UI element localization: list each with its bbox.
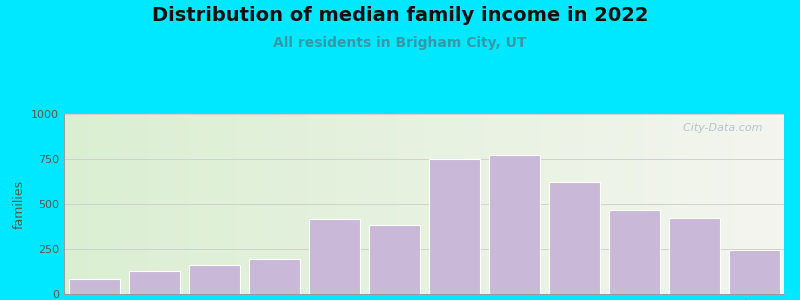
Bar xyxy=(249,259,299,294)
Text: All residents in Brigham City, UT: All residents in Brigham City, UT xyxy=(274,36,526,50)
Bar xyxy=(129,271,179,294)
Y-axis label: families: families xyxy=(13,179,26,229)
Bar xyxy=(549,182,599,294)
Bar xyxy=(189,265,239,294)
Bar xyxy=(369,225,419,294)
Bar xyxy=(729,250,779,294)
Bar xyxy=(669,218,719,294)
Text: Distribution of median family income in 2022: Distribution of median family income in … xyxy=(152,6,648,25)
Bar xyxy=(489,155,539,294)
Bar xyxy=(609,210,659,294)
Bar xyxy=(429,159,479,294)
Text: City-Data.com: City-Data.com xyxy=(676,123,762,133)
Bar xyxy=(309,219,359,294)
Bar xyxy=(69,279,119,294)
